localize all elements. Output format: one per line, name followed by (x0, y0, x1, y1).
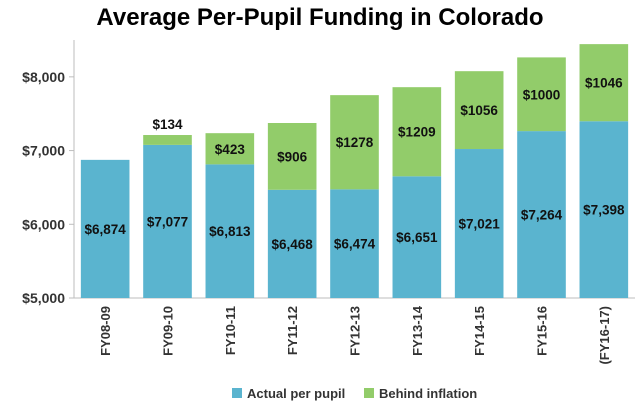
data-label-actual: $6,468 (272, 237, 314, 252)
x-tick-label: FY15-16 (535, 306, 550, 356)
bar-actual-per-pupil (454, 149, 504, 298)
bar-behind-inflation (579, 44, 629, 122)
data-label-behind-inflation: $1209 (398, 125, 436, 140)
data-label-behind-inflation: $1278 (336, 135, 374, 150)
bar-behind-inflation (267, 123, 317, 190)
x-tick-label: (FY16-17) (597, 306, 612, 365)
chart-title: Average Per-Pupil Funding in Colorado (96, 4, 544, 31)
legend-swatch (232, 388, 242, 398)
data-label-behind-inflation: $1046 (585, 76, 623, 91)
data-label-actual: $6,651 (396, 230, 438, 245)
bar-actual-per-pupil (143, 144, 192, 298)
bar-behind-inflation (205, 133, 255, 165)
bar-actual-per-pupil (205, 164, 255, 298)
bar-actual-per-pupil (80, 159, 130, 298)
x-tick-label: FY14-15 (472, 306, 487, 356)
bar-behind-inflation (454, 71, 504, 150)
x-tick-label: FY13-14 (410, 305, 425, 356)
x-tick-label: FY09-10 (161, 306, 176, 356)
bars (80, 44, 629, 298)
data-label-behind-inflation: $1056 (460, 103, 498, 118)
data-label-actual: $6,813 (209, 224, 251, 239)
data-label-behind-inflation: $906 (277, 149, 308, 164)
x-tick-label: FY08-09 (98, 306, 113, 356)
x-tick-label: FY12-13 (348, 306, 363, 356)
legend-entry: Actual per pupil (247, 386, 345, 401)
x-tick-label: FY10-11 (223, 306, 238, 355)
x-tick-label: FY11-12 (285, 306, 300, 355)
bar-behind-inflation (143, 135, 192, 145)
bar-behind-inflation (330, 95, 379, 190)
legend: Actual per pupil Behind inflation (232, 386, 477, 401)
data-label-actual: $7,264 (521, 208, 563, 223)
legend-swatch (364, 388, 374, 398)
data-label-actual: $7,021 (459, 217, 501, 232)
bar-behind-inflation (392, 87, 442, 177)
y-tick-label: $7,000 (22, 143, 65, 159)
bar-behind-inflation (517, 57, 566, 132)
y-tick-label: $5,000 (22, 290, 65, 306)
data-label-behind-inflation: $423 (215, 142, 246, 157)
y-tick-label: $8,000 (22, 69, 65, 85)
data-label-actual: $7,077 (147, 214, 188, 229)
data-labels: $6,874 $7,077 $134 $6,813 $423 $6,468 $906 $6,4… (85, 76, 625, 252)
data-label-behind-inflation: $134 (152, 117, 183, 132)
bar-actual-per-pupil (392, 176, 442, 298)
axes: $5,000 $6,000 $7,000 $8,000 FY08-09 FY09-10 FY… (22, 40, 635, 365)
data-label-actual: $7,398 (583, 203, 625, 218)
data-label-actual: $6,874 (85, 222, 127, 237)
legend-entry: Behind inflation (379, 386, 477, 401)
bar-actual-per-pupil (517, 131, 566, 298)
data-label-behind-inflation: $1000 (523, 87, 561, 102)
bar-actual-per-pupil (579, 121, 629, 298)
y-tick-label: $6,000 (22, 216, 65, 232)
bar-actual-per-pupil (330, 189, 379, 298)
data-label-actual: $6,474 (334, 237, 376, 252)
bar-actual-per-pupil (267, 189, 317, 298)
